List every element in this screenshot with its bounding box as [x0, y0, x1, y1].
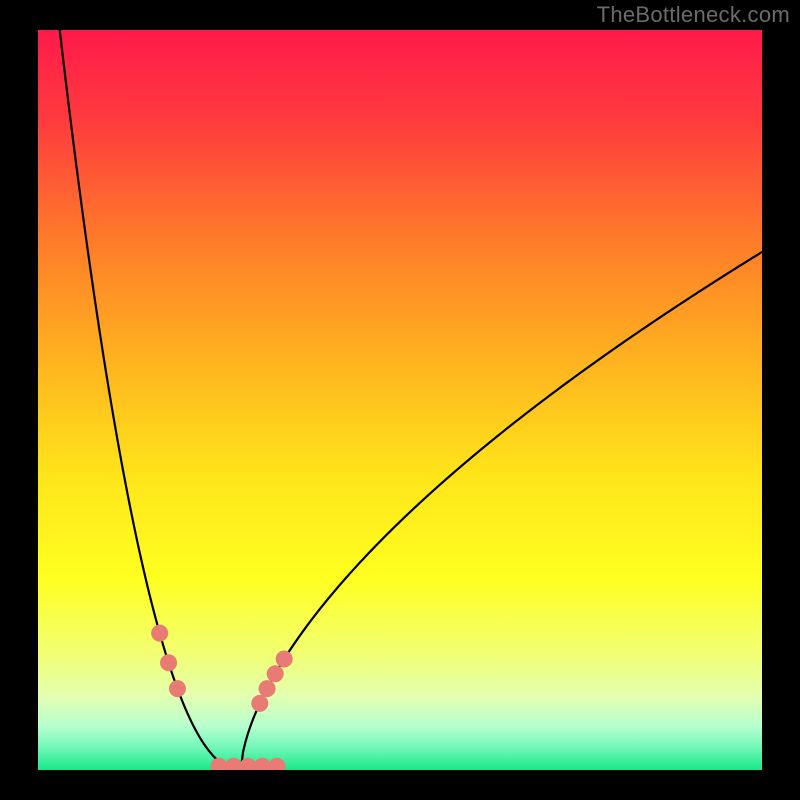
plot-svg — [38, 30, 762, 770]
marker-dot — [160, 654, 177, 671]
marker-dot — [267, 665, 284, 682]
marker-dot — [151, 625, 168, 642]
marker-dot — [169, 680, 186, 697]
marker-dot — [276, 651, 293, 668]
chart-root: TheBottleneck.com — [0, 0, 800, 800]
gradient-background — [38, 30, 762, 770]
plot-area — [38, 30, 762, 770]
marker-dot — [251, 695, 268, 712]
marker-dot — [259, 680, 276, 697]
watermark-text: TheBottleneck.com — [597, 2, 790, 28]
